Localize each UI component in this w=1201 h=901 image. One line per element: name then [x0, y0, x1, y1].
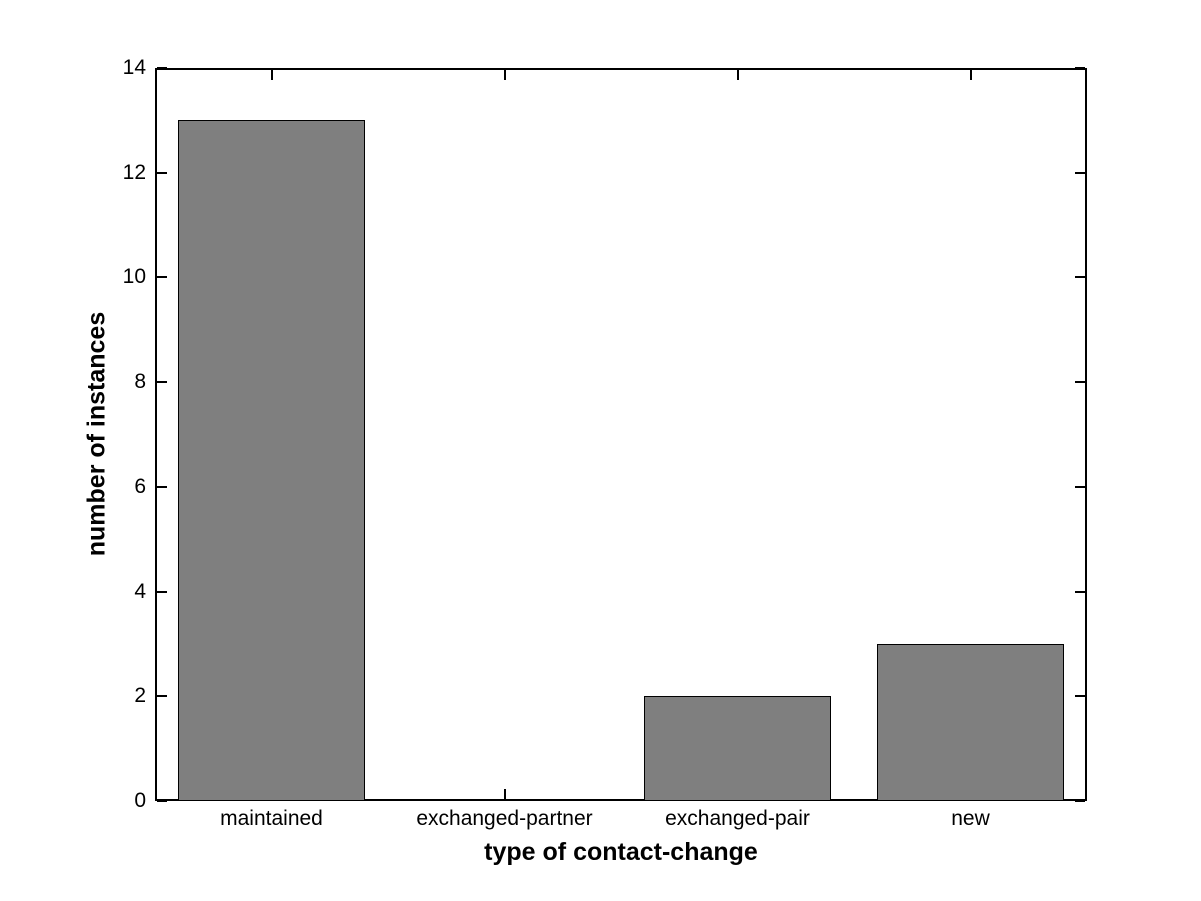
- y-tick-mark-right: [1075, 171, 1085, 174]
- bar-exchanged-pair: [644, 696, 831, 801]
- y-tick-label: 10: [122, 265, 146, 289]
- x-tick-label: exchanged-pair: [665, 807, 810, 830]
- y-tick-mark-left: [157, 171, 167, 174]
- x-tick-label: maintained: [220, 807, 323, 830]
- x-tick-mark-bottom: [503, 789, 506, 799]
- y-tick-mark-left: [157, 276, 167, 279]
- x-tick-mark-top: [503, 70, 506, 80]
- y-tick-mark-right: [1075, 800, 1085, 802]
- x-tick-label: exchanged-partner: [416, 807, 593, 830]
- y-tick-label: 8: [134, 370, 146, 394]
- y-tick-mark-right: [1075, 276, 1085, 279]
- y-tick-label: 12: [122, 160, 146, 184]
- y-tick-mark-right: [1075, 695, 1085, 698]
- y-tick-mark-left: [157, 800, 167, 802]
- y-tick-mark-right: [1075, 67, 1085, 69]
- y-tick-label: 0: [134, 789, 146, 812]
- bar-new: [877, 643, 1064, 801]
- x-axis-label: type of contact-change: [484, 838, 758, 866]
- x-tick-label: new: [951, 807, 990, 830]
- plot-area: [155, 68, 1087, 801]
- y-tick-mark-left: [157, 485, 167, 488]
- y-tick-mark-right: [1075, 590, 1085, 593]
- x-tick-mark-top: [736, 70, 739, 80]
- x-tick-mark-top: [270, 70, 273, 80]
- y-tick-mark-right: [1075, 485, 1085, 488]
- y-tick-mark-left: [157, 695, 167, 698]
- y-tick-label: 2: [134, 684, 146, 708]
- x-tick-mark-top: [969, 70, 972, 80]
- y-tick-label: 4: [134, 579, 146, 603]
- y-tick-label: 14: [122, 56, 146, 79]
- bar-maintained: [178, 120, 365, 801]
- y-tick-mark-left: [157, 67, 167, 69]
- y-tick-label: 6: [134, 474, 146, 498]
- y-tick-mark-left: [157, 590, 167, 593]
- y-tick-mark-right: [1075, 381, 1085, 384]
- y-tick-mark-left: [157, 381, 167, 384]
- y-axis-label: number of instances: [82, 311, 111, 557]
